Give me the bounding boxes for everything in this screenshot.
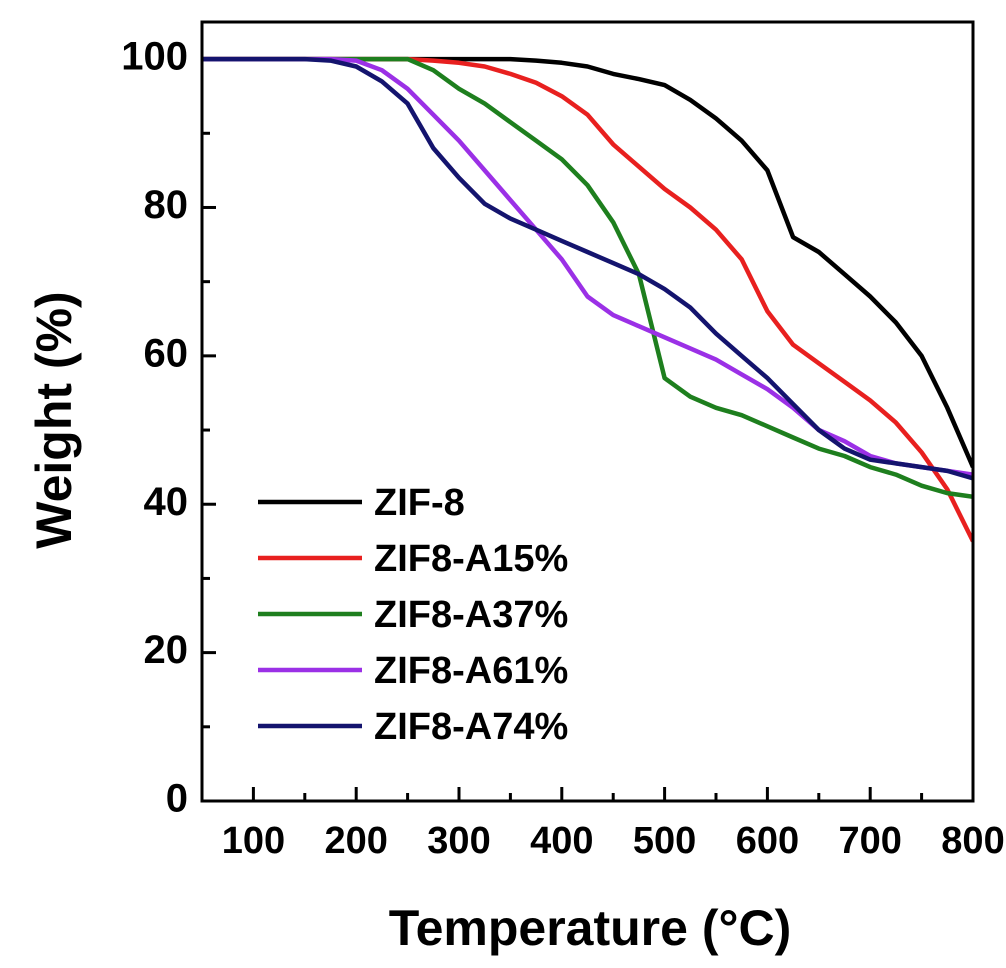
legend-label: ZIF-8 <box>374 482 465 524</box>
y-tick-label: 60 <box>144 331 189 375</box>
x-tick-label: 500 <box>633 820 696 862</box>
y-tick-label: 40 <box>144 480 189 524</box>
legend-label: ZIF8-A74% <box>374 706 568 748</box>
legend-label: ZIF8-A37% <box>374 594 568 636</box>
series-line <box>202 56 973 543</box>
x-tick-label: 400 <box>530 820 593 862</box>
y-tick-label: 20 <box>144 628 189 672</box>
y-tick-label: 100 <box>121 35 188 79</box>
y-tick-label: 0 <box>166 777 188 821</box>
series-line <box>202 56 973 481</box>
series-line <box>202 56 973 500</box>
x-tick-label: 200 <box>324 820 387 862</box>
series-line <box>202 56 973 468</box>
series-line <box>202 56 973 477</box>
plot-area <box>202 56 973 543</box>
legend-label: ZIF8-A15% <box>374 538 568 580</box>
legend-label: ZIF8-A61% <box>374 650 568 692</box>
x-tick-label: 600 <box>736 820 799 862</box>
x-tick-label: 300 <box>427 820 490 862</box>
plot-frame <box>200 20 975 803</box>
x-tick-label: 700 <box>838 820 901 862</box>
x-tick-label: 800 <box>941 820 1004 862</box>
x-axis-label: Temperature (°C) <box>389 900 791 956</box>
x-tick-label: 100 <box>222 820 285 862</box>
y-axis-label: Weight (%) <box>26 291 82 548</box>
y-tick-label: 80 <box>144 183 189 227</box>
